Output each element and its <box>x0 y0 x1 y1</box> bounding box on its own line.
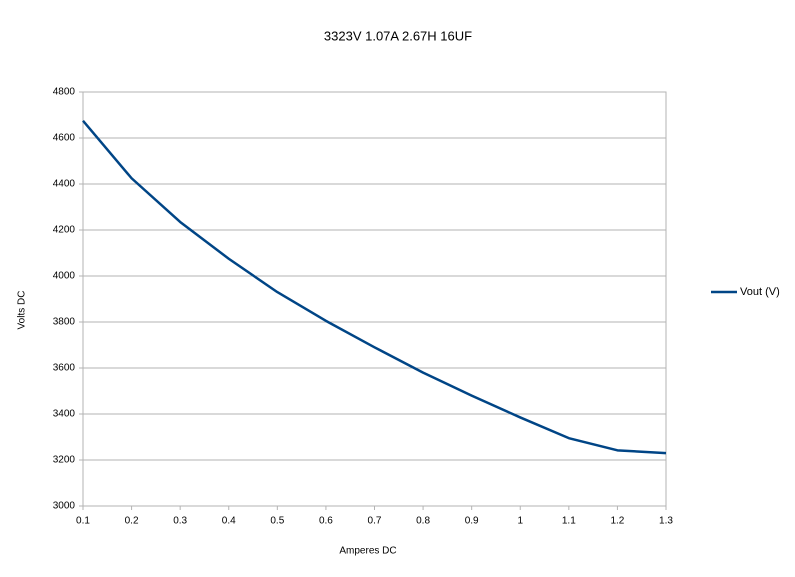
x-tick-label: 0.8 <box>416 516 430 527</box>
x-axis-label: Amperes DC <box>339 546 396 557</box>
y-tick-label: 4200 <box>53 225 76 236</box>
data-line <box>82 119 667 455</box>
y-tick-label: 3600 <box>53 363 76 374</box>
x-tick-label: 1.2 <box>610 516 624 527</box>
y-tick-label: 4400 <box>53 179 76 190</box>
y-tick-label: 3200 <box>53 455 76 466</box>
x-tick-label: 0.1 <box>76 516 90 527</box>
legend-label: Vout (V) <box>740 286 780 298</box>
x-tick-label: 0.2 <box>125 516 139 527</box>
x-tick-label: 1.3 <box>659 516 673 527</box>
x-tick-label: 0.4 <box>222 516 236 527</box>
plot-area <box>82 91 667 507</box>
y-tick-label: 4000 <box>53 271 76 282</box>
x-tick-label: 1 <box>517 516 523 527</box>
x-tick-label: 0.3 <box>173 516 187 527</box>
x-tick-label: 1.1 <box>562 516 576 527</box>
chart-title: 3323V 1.07A 2.67H 16UF <box>324 28 472 43</box>
y-tick-label: 4800 <box>53 87 76 98</box>
y-tick-label: 3400 <box>53 409 76 420</box>
x-tick-label: 0.6 <box>319 516 333 527</box>
y-tick-label: 3000 <box>53 501 76 512</box>
y-tick-label: 3800 <box>53 317 76 328</box>
x-tick-label: 0.5 <box>270 516 284 527</box>
y-axis-label: Volts DC <box>17 291 28 330</box>
x-tick-label: 0.7 <box>368 516 382 527</box>
x-tick-label: 0.9 <box>465 516 479 527</box>
y-tick-label: 4600 <box>53 133 76 144</box>
